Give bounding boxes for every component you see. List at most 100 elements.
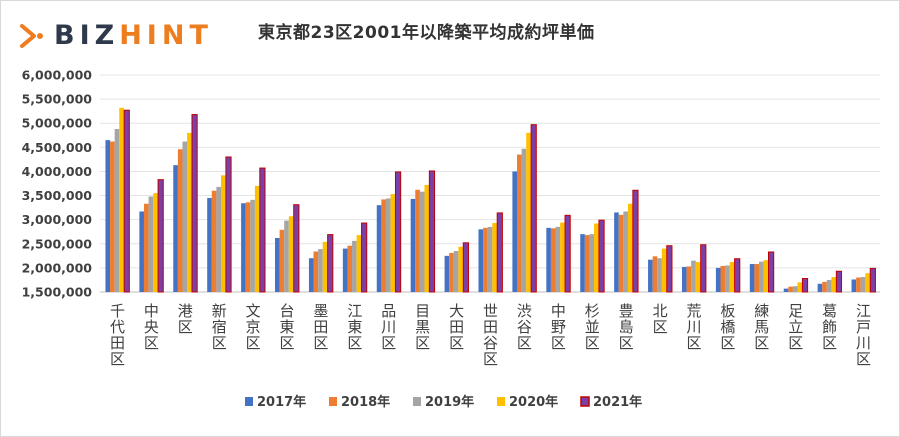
y-tick-label: 2,500,000 (22, 236, 93, 251)
bar (487, 226, 493, 292)
bar (157, 179, 164, 293)
bar (754, 264, 760, 292)
bar (143, 203, 149, 292)
y-tick-label: 4,500,000 (22, 140, 93, 155)
bar (865, 273, 870, 292)
bar (681, 266, 687, 292)
bar (661, 248, 667, 292)
bar (424, 184, 430, 292)
bar (308, 258, 314, 292)
bar (560, 222, 565, 292)
bar (148, 196, 154, 292)
bar (250, 199, 255, 292)
bar (313, 251, 319, 292)
bar (720, 265, 726, 292)
bar (801, 277, 809, 293)
legend-label: 2020年 (509, 394, 558, 410)
bar (869, 267, 876, 293)
bar (521, 148, 527, 292)
bar (225, 156, 232, 293)
bar (580, 234, 585, 292)
bar (483, 227, 488, 292)
bar (564, 214, 571, 293)
bar (211, 190, 217, 292)
bar (318, 249, 323, 292)
bar (614, 212, 619, 292)
legend-label: 2018年 (341, 394, 390, 410)
bar (114, 129, 120, 292)
bar (352, 240, 357, 292)
x-tick-label: 江東区 (345, 303, 363, 351)
bar (245, 202, 251, 292)
legend-label: 2021年 (593, 394, 642, 410)
bar (550, 228, 556, 292)
x-tick-label: 品川区 (379, 303, 397, 351)
bar (759, 261, 764, 292)
bar (385, 198, 391, 292)
bar (478, 229, 484, 292)
legend-label: 2017年 (257, 394, 306, 410)
x-tick-label: 荒川区 (684, 303, 702, 351)
bar (526, 132, 531, 292)
bar (792, 286, 798, 292)
bar (822, 281, 827, 292)
bar (584, 235, 590, 292)
bar (546, 227, 551, 292)
x-tick-label: 北区 (651, 303, 669, 335)
y-tick-label: 3,000,000 (22, 212, 93, 227)
bar (788, 286, 793, 292)
bar (851, 279, 857, 292)
bar (627, 203, 633, 292)
bar (376, 205, 382, 292)
bar (191, 114, 198, 293)
bar (347, 245, 353, 292)
bar (725, 265, 730, 292)
bar (734, 258, 741, 293)
bar (381, 199, 386, 292)
bar (648, 259, 653, 292)
x-tick-label: 新宿区 (210, 303, 228, 351)
x-tick-label: 葛飾区 (820, 303, 838, 351)
x-tick-label: 杉並区 (583, 303, 601, 351)
bar (749, 264, 755, 292)
x-tick-label: 大田区 (447, 303, 465, 351)
bar (279, 229, 285, 292)
x-tick-label: 江戸川区 (854, 303, 872, 367)
legend-swatch (329, 397, 337, 406)
x-tick-label: 目黒区 (413, 303, 431, 351)
bar (666, 245, 673, 293)
bar (496, 212, 503, 293)
bar (453, 251, 459, 292)
bar (589, 234, 595, 292)
chart-title: 東京都23区2001年以降築平均成約坪単価 (258, 23, 595, 43)
bar (428, 170, 436, 293)
bar (361, 222, 368, 293)
bar (356, 235, 362, 292)
bar (715, 267, 721, 292)
x-tick-label: 世田谷区 (481, 303, 499, 367)
bar (173, 165, 178, 292)
bar (492, 223, 497, 292)
bar (394, 171, 402, 293)
bar (288, 216, 294, 292)
bar (182, 141, 188, 292)
y-tick-label: 3,500,000 (22, 188, 93, 203)
y-tick-label: 2,000,000 (22, 260, 93, 275)
x-tick-label: 中央区 (142, 303, 160, 351)
bar (177, 149, 183, 292)
bar (695, 262, 701, 292)
bar (517, 154, 522, 292)
y-tick-label: 1,500,000 (22, 285, 93, 300)
x-tick-label: 板橋区 (718, 302, 736, 351)
bar (817, 283, 823, 292)
bar (783, 288, 789, 292)
bar (729, 262, 735, 292)
bar (598, 219, 605, 293)
bar (835, 270, 843, 293)
logo-mark-icon (18, 21, 46, 51)
bar (342, 248, 348, 292)
legend-swatch (413, 397, 421, 406)
bar (826, 279, 832, 292)
legend-swatch (245, 397, 253, 406)
